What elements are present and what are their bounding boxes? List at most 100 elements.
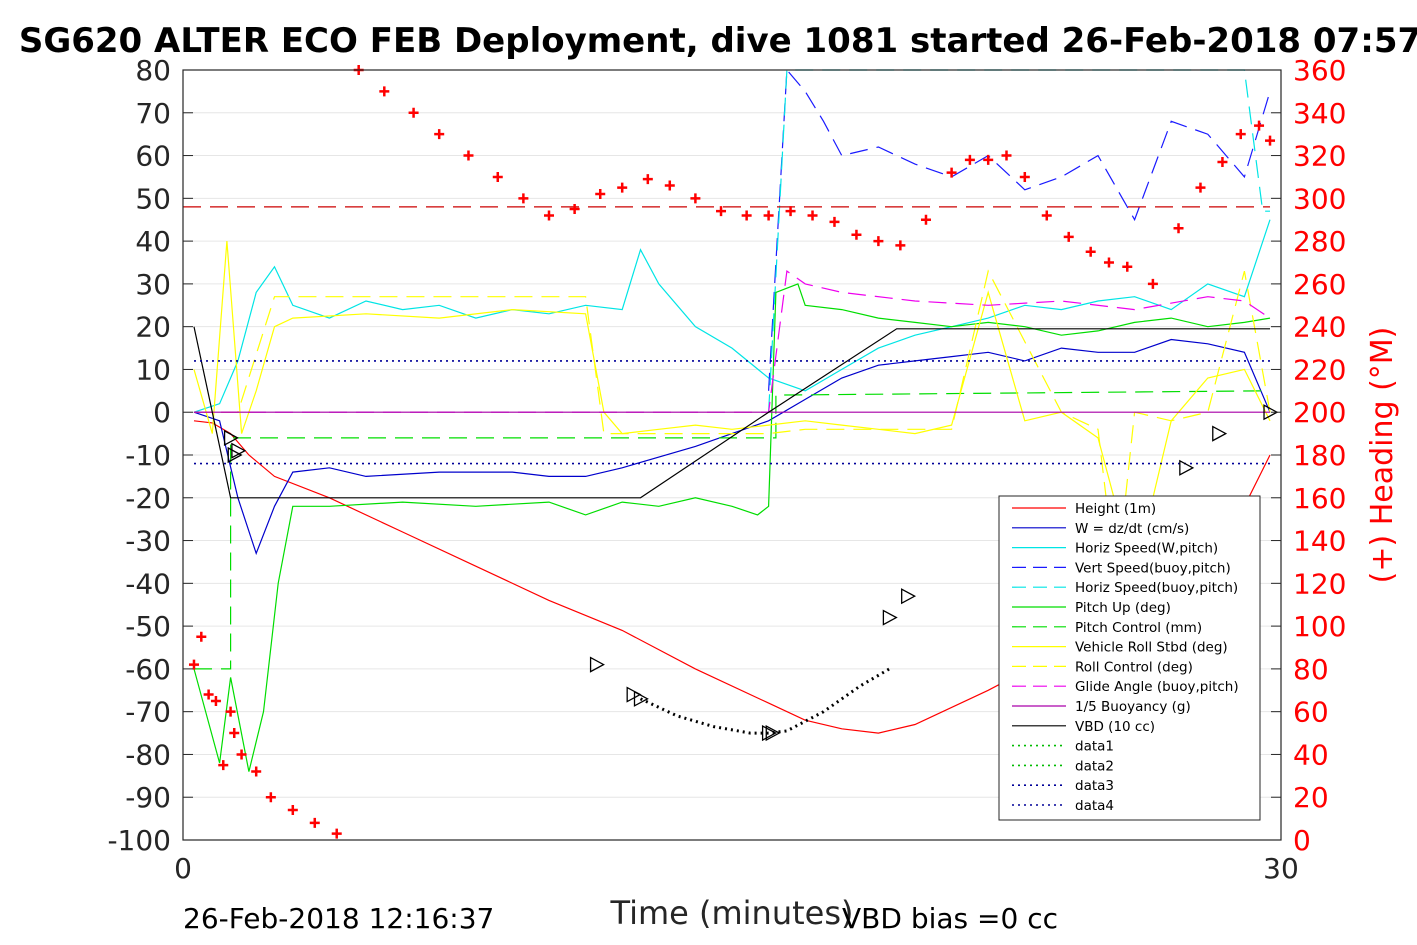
heading-point <box>1265 135 1276 146</box>
legend-label: VBD (10 cc) <box>1075 719 1155 735</box>
legend-label: Vert Speed(buoy,pitch) <box>1075 560 1231 576</box>
heading-point <box>851 229 862 240</box>
heading-point <box>1085 246 1096 257</box>
legend-label: Pitch Control (mm) <box>1075 620 1202 636</box>
heading-point <box>210 695 221 706</box>
legend-label: Pitch Up (deg) <box>1075 600 1171 616</box>
legend-label: Roll Control (deg) <box>1075 659 1193 675</box>
heading-point <box>569 204 580 215</box>
heading-point <box>196 631 207 642</box>
y-tick-label: 50 <box>135 182 171 215</box>
series-line <box>193 241 1271 575</box>
triangle-marker <box>1263 404 1279 421</box>
heading-point <box>807 210 818 221</box>
heading-point <box>983 154 994 165</box>
heading-point <box>595 189 606 200</box>
triangle-marker <box>589 656 605 673</box>
y2-tick-label: 180 <box>1293 439 1346 472</box>
y2-tick-label: 300 <box>1293 182 1346 215</box>
triangle-marker <box>231 442 247 459</box>
heading-point <box>408 107 419 118</box>
legend-label: Horiz Speed(W,pitch) <box>1075 541 1218 557</box>
y2-tick-label: 360 <box>1293 54 1346 87</box>
heading-point <box>544 210 554 221</box>
heading-point <box>1195 182 1206 193</box>
triangle-marker <box>227 446 243 464</box>
y2-tick-label: 220 <box>1293 353 1346 386</box>
timestamp-footer: 26-Feb-2018 12:16:37 <box>183 902 494 935</box>
left-y-axis: 80 70 60 50 40 30 20 10 0 -10 -20 -30 -40 -50 -60 -70 -8… <box>107 54 193 857</box>
heading-point <box>690 193 701 204</box>
y-tick-label: 80 <box>135 54 171 87</box>
y2-tick-label: 140 <box>1293 525 1346 558</box>
heading-point <box>331 828 342 839</box>
heading-point <box>895 240 906 251</box>
heading-point <box>236 749 247 760</box>
heading-point <box>829 216 840 227</box>
series-line <box>194 270 1271 413</box>
heading-point <box>518 193 529 204</box>
heading-point <box>920 214 931 225</box>
heading-point <box>964 154 975 165</box>
y2-tick-label: 120 <box>1293 567 1346 600</box>
dotted-curve <box>639 667 891 735</box>
heading-point <box>229 728 240 739</box>
heading-point <box>1103 257 1114 268</box>
heading-point <box>218 760 229 771</box>
y-tick-label: 60 <box>135 140 171 173</box>
heading-point <box>225 706 236 717</box>
triangle-marker <box>761 724 777 742</box>
heading-point <box>1041 210 1052 221</box>
right-y-axis-label: (+) Heading (°M) <box>1365 327 1400 584</box>
right-y-axis: 3603403203002802602402202001801601401201… <box>1271 54 1346 857</box>
heading-point <box>642 174 653 185</box>
x-tick-label: 0 <box>174 852 192 885</box>
series-line <box>193 219 1271 413</box>
y-tick-label: 70 <box>135 97 171 130</box>
heading-point <box>716 206 727 217</box>
heading-point <box>251 766 262 777</box>
heading-point <box>1217 156 1228 167</box>
y2-tick-label: 200 <box>1293 396 1346 429</box>
heading-point <box>946 167 957 178</box>
series-line <box>194 390 1271 670</box>
heading-point <box>287 805 298 816</box>
y2-tick-label: 260 <box>1293 268 1346 301</box>
legend-label: data3 <box>1075 778 1114 794</box>
y-tick-label: -50 <box>125 610 171 643</box>
heading-point <box>492 171 503 182</box>
y2-tick-label: 340 <box>1293 97 1346 130</box>
heading-point <box>664 180 675 191</box>
y2-tick-label: 240 <box>1293 311 1346 344</box>
heading-point <box>763 210 774 221</box>
y-tick-label: -10 <box>125 439 171 472</box>
triangle-marker <box>882 609 898 626</box>
y-tick-label: 30 <box>135 268 171 301</box>
series-line <box>193 326 1270 499</box>
series-line <box>194 269 1271 584</box>
heading-point <box>379 86 390 97</box>
heading-point <box>265 792 276 803</box>
triangle-marker <box>626 686 642 703</box>
y2-tick-label: 160 <box>1293 482 1346 515</box>
series-line <box>193 283 1271 772</box>
y-tick-label: -90 <box>125 781 171 814</box>
legend-label: Horiz Speed(buoy,pitch) <box>1075 580 1238 596</box>
y-tick-label: -60 <box>125 653 171 686</box>
y-tick-label: -100 <box>107 824 171 857</box>
y2-tick-label: 20 <box>1293 781 1329 814</box>
y-tick-label: 10 <box>135 353 171 386</box>
heading-point <box>741 210 752 221</box>
y2-tick-label: 0 <box>1293 824 1311 857</box>
y2-tick-label: 280 <box>1293 225 1346 258</box>
x-axis: 0 30 <box>174 830 1299 885</box>
triangle-marker <box>633 690 649 707</box>
heading-point <box>434 129 445 140</box>
legend-label: data2 <box>1075 758 1114 774</box>
triangle-marker <box>1179 459 1195 476</box>
y2-tick-label: 80 <box>1293 653 1329 686</box>
legend-label: data1 <box>1075 739 1114 755</box>
heading-point <box>873 236 884 247</box>
y-tick-label: 20 <box>135 311 171 344</box>
